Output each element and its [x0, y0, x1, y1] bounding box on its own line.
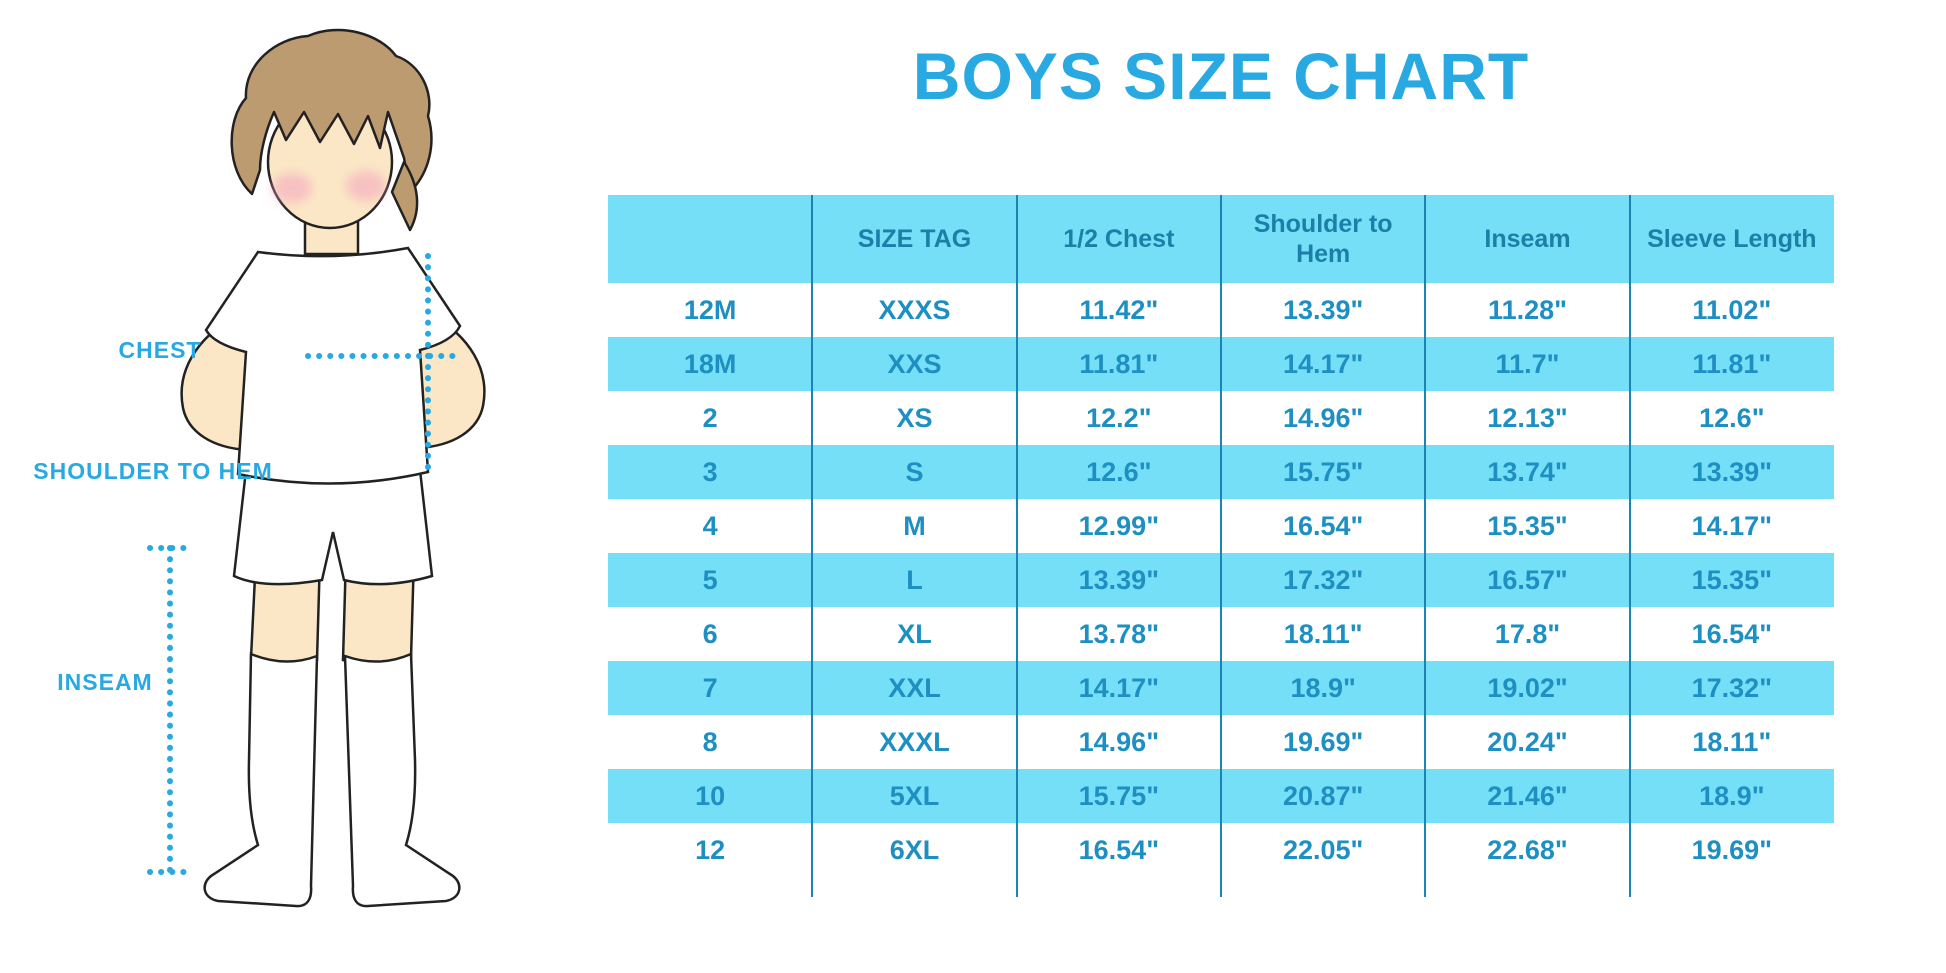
size-table: SIZE TAG 1/2 Chest Shoulder to Hem Insea… — [608, 195, 1834, 897]
size-cell: 4 — [702, 510, 718, 541]
table-cell: 14.17" — [1691, 510, 1772, 541]
table-cell: S — [905, 456, 924, 487]
table-cell: 18.9" — [1290, 672, 1356, 703]
column-divider — [1016, 195, 1018, 897]
table-cell: 22.68" — [1487, 834, 1568, 865]
table-cell: 11.02" — [1692, 294, 1772, 325]
table-cell: 13.39" — [1078, 564, 1159, 595]
table-cell: 13.39" — [1691, 456, 1772, 487]
column-header-shoulder-hem: Shoulder to Hem — [1253, 210, 1393, 268]
size-cell: 8 — [702, 726, 718, 757]
table-cell: 18.11" — [1692, 726, 1772, 757]
chest-label: CHEST — [118, 337, 202, 363]
size-cell: 6 — [702, 618, 718, 649]
table-cell: 15.35" — [1487, 510, 1568, 541]
table-cell: 13.78" — [1078, 618, 1159, 649]
table-cell: 12.6" — [1699, 402, 1765, 433]
table-cell: 17.8" — [1494, 618, 1561, 649]
table-cell: 11.42" — [1079, 294, 1159, 325]
table-cell: 19.02" — [1487, 672, 1568, 703]
column-divider — [1220, 195, 1222, 897]
boy-shirt — [204, 246, 462, 485]
size-cell: 10 — [695, 780, 726, 811]
column-divider — [1629, 195, 1631, 897]
table-cell: 19.69" — [1282, 726, 1364, 757]
column-header-sleeve-length: Sleeve Length — [1647, 225, 1817, 253]
table-cell: 12.6" — [1086, 456, 1152, 487]
table-cell: 19.69" — [1691, 834, 1772, 865]
table-cell: L — [906, 564, 923, 595]
table-cell: 11.81" — [1079, 348, 1159, 379]
size-cell: 5 — [702, 564, 718, 595]
table-cell: 20.87" — [1282, 780, 1364, 811]
size-cell: 3 — [702, 456, 718, 487]
table-cell: XS — [896, 402, 933, 433]
boy-left-cheek-blush — [272, 173, 312, 203]
boy-right-sock — [343, 652, 461, 908]
table-cell: XXXL — [879, 726, 950, 757]
table-cell: 12.2" — [1086, 402, 1152, 433]
table-cell: 5XL — [889, 780, 940, 811]
table-cell: 17.32" — [1282, 564, 1364, 595]
table-cell: 17.32" — [1691, 672, 1772, 703]
table-cell: 16.57" — [1487, 564, 1568, 595]
boy-illustration: CHEST SHOULDER TO HEM INSEAM — [0, 0, 560, 973]
table-cell: 14.17" — [1282, 348, 1364, 379]
size-cell: 2 — [702, 402, 718, 433]
page-title: BOYS SIZE CHART — [912, 39, 1530, 113]
size-cell: 12M — [683, 294, 737, 325]
boy-left-sock — [203, 652, 319, 908]
column-header-inseam: Inseam — [1484, 225, 1571, 253]
table-cell: 12.99" — [1078, 510, 1159, 541]
table-cell: XXL — [888, 672, 941, 703]
shoulder-to-hem-label: SHOULDER TO HEM — [33, 458, 273, 484]
table-cell: 22.05" — [1282, 834, 1364, 865]
table-cell: 11.7" — [1495, 348, 1560, 379]
table-cell: 14.96" — [1078, 726, 1159, 757]
table-cell: 13.39" — [1282, 294, 1364, 325]
table-cell: 12.13" — [1487, 402, 1568, 433]
boy-hair — [230, 28, 433, 196]
table-cell: 16.54" — [1691, 618, 1772, 649]
table-cell: XXS — [887, 348, 942, 379]
column-divider — [1424, 195, 1426, 897]
table-cell: 15.35" — [1691, 564, 1772, 595]
table-cell: M — [903, 510, 926, 541]
table-cell: 18.11" — [1283, 618, 1363, 649]
boy-hair-sideburn — [390, 160, 419, 232]
table-cell: 6XL — [889, 834, 940, 865]
boy-right-cheek-blush — [346, 171, 386, 201]
table-cell: 15.75" — [1282, 456, 1364, 487]
table-cell: 13.74" — [1487, 456, 1568, 487]
table-cell: 15.75" — [1078, 780, 1159, 811]
table-cell: 16.54" — [1282, 510, 1364, 541]
column-header-size-tag: SIZE TAG — [857, 225, 972, 253]
table-cell: XL — [897, 618, 932, 649]
column-header-half-chest: 1/2 Chest — [1063, 225, 1175, 253]
table-cell: 18.9" — [1699, 780, 1765, 811]
size-cell: 12 — [695, 834, 726, 865]
table-cell: XXXS — [878, 294, 951, 325]
column-divider — [811, 195, 813, 897]
table-cell: 16.54" — [1078, 834, 1159, 865]
table-cell: 14.96" — [1282, 402, 1364, 433]
boy-figure-drawing — [147, 28, 486, 908]
table-cell: 14.17" — [1078, 672, 1159, 703]
table-cell: 11.28" — [1488, 294, 1567, 325]
inseam-label: INSEAM — [57, 669, 153, 695]
table-cell: 11.81" — [1692, 348, 1772, 379]
table-cell: 20.24" — [1487, 726, 1568, 757]
size-cell: 18M — [683, 348, 737, 379]
table-cell: 21.46" — [1487, 780, 1568, 811]
size-cell: 7 — [702, 672, 718, 703]
